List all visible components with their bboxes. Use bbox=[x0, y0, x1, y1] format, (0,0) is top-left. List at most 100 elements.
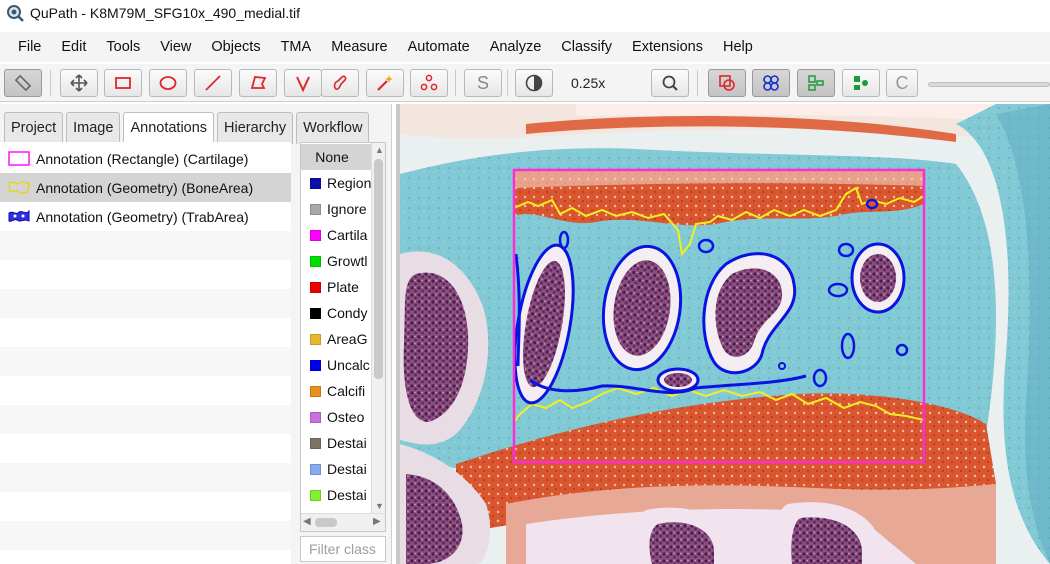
scroll-thumb[interactable] bbox=[315, 518, 337, 527]
zoom-to-fit-button[interactable] bbox=[651, 69, 689, 97]
class-item[interactable]: AreaG bbox=[301, 326, 371, 352]
annotation-label: Annotation (Rectangle) (Cartilage) bbox=[36, 150, 249, 167]
analysis-pane-toggle-button[interactable] bbox=[4, 69, 42, 97]
class-item[interactable]: Uncalc bbox=[301, 352, 371, 378]
scroll-right-arrow-icon[interactable]: ▶ bbox=[373, 516, 381, 527]
trab-area-annotation-shape[interactable] bbox=[837, 242, 855, 258]
class-item[interactable]: Condy bbox=[301, 300, 371, 326]
class-item[interactable]: Ignore bbox=[301, 196, 371, 222]
trab-area-annotation-shape[interactable] bbox=[778, 362, 786, 370]
empty-list-row bbox=[0, 434, 291, 463]
class-item[interactable]: Region bbox=[301, 170, 371, 196]
scroll-left-arrow-icon[interactable]: ◀ bbox=[303, 516, 311, 527]
scroll-up-arrow-icon[interactable]: ▲ bbox=[375, 145, 384, 155]
polyline-tool-button[interactable] bbox=[284, 69, 322, 97]
selection-mode-button[interactable]: S bbox=[464, 69, 502, 97]
ellipse-tool-button[interactable] bbox=[149, 69, 187, 97]
points-tool-button[interactable] bbox=[410, 69, 448, 97]
magic-wand-icon bbox=[377, 75, 393, 91]
class-item[interactable]: Growtl bbox=[301, 248, 371, 274]
class-color-swatch bbox=[310, 385, 321, 397]
tab-image[interactable]: Image bbox=[66, 112, 121, 144]
menu-edit[interactable]: Edit bbox=[61, 39, 87, 55]
trab-area-annotation-shape[interactable] bbox=[812, 368, 828, 388]
annotation-row-trabarea[interactable]: Annotation (Geometry) (TrabArea) bbox=[0, 202, 291, 231]
wand-tool-button[interactable] bbox=[366, 69, 404, 97]
rectangle-outline-icon bbox=[8, 151, 30, 166]
tab-annotations[interactable]: Annotations bbox=[123, 112, 215, 144]
tab-project[interactable]: Project bbox=[4, 112, 64, 144]
class-item[interactable]: Osteo bbox=[301, 404, 371, 430]
menu-tools[interactable]: Tools bbox=[106, 39, 141, 55]
image-viewer[interactable] bbox=[396, 104, 1050, 564]
menu-file[interactable]: File bbox=[18, 39, 42, 55]
class-item[interactable]: Calcifi bbox=[301, 378, 371, 404]
scroll-thumb[interactable] bbox=[374, 159, 383, 379]
tab-hierarchy[interactable]: Hierarchy bbox=[217, 112, 294, 144]
show-counts-button[interactable]: C bbox=[886, 69, 918, 97]
trab-area-annotation-shape[interactable] bbox=[529, 374, 807, 395]
menu-measure[interactable]: Measure bbox=[331, 39, 388, 55]
class-label: Plate bbox=[327, 279, 359, 295]
menu-classify[interactable]: Classify bbox=[561, 39, 613, 55]
menu-objects[interactable]: Objects bbox=[211, 39, 261, 55]
trab-area-annotation-shape[interactable] bbox=[558, 230, 570, 250]
empty-list-row bbox=[0, 318, 291, 347]
toolbar-separator bbox=[455, 70, 456, 96]
move-tool-button[interactable] bbox=[60, 69, 98, 97]
trab-area-annotation-shape[interactable] bbox=[827, 282, 849, 298]
menu-tma[interactable]: TMA bbox=[280, 39, 312, 55]
trab-area-annotation-shape[interactable] bbox=[865, 198, 879, 210]
menu-analyze[interactable]: Analyze bbox=[489, 39, 542, 55]
class-color-swatch bbox=[310, 255, 321, 267]
fill-detections-button[interactable] bbox=[842, 69, 880, 97]
annotation-row-cartilage[interactable]: Annotation (Rectangle) (Cartilage) bbox=[0, 144, 291, 173]
menu-extensions[interactable]: Extensions bbox=[632, 39, 703, 55]
trab-area-annotation-shape[interactable] bbox=[850, 242, 906, 314]
class-item[interactable]: Plate bbox=[301, 274, 371, 300]
class-item[interactable]: Destai bbox=[301, 482, 371, 508]
trab-area-annotation-shape[interactable] bbox=[514, 253, 521, 367]
class-label: Condy bbox=[327, 305, 368, 321]
menu-view[interactable]: View bbox=[160, 39, 192, 55]
class-item[interactable]: Destai bbox=[301, 456, 371, 482]
bone-area-annotation-shape[interactable] bbox=[513, 186, 925, 425]
class-item[interactable]: Destai bbox=[301, 430, 371, 456]
trab-area-annotation-shape[interactable] bbox=[596, 241, 689, 374]
trab-area-annotation-shape[interactable] bbox=[702, 252, 797, 375]
class-label: Uncalc bbox=[327, 357, 370, 373]
trabecular-geometry-icon bbox=[8, 209, 30, 222]
rectangle-tool-button[interactable] bbox=[104, 69, 142, 97]
brush-tool-button[interactable] bbox=[321, 69, 359, 97]
cartilage-annotation-rectangle[interactable] bbox=[512, 168, 926, 464]
class-item-none[interactable]: None bbox=[301, 144, 371, 170]
show-annotations-button[interactable] bbox=[708, 69, 746, 97]
menu-help[interactable]: Help bbox=[722, 39, 753, 55]
menu-automate[interactable]: Automate bbox=[407, 39, 470, 55]
tab-workflow[interactable]: Workflow bbox=[296, 112, 370, 144]
annotation-list[interactable]: Annotation (Rectangle) (Cartilage) Annot… bbox=[0, 142, 291, 564]
trab-area-annotation-shape[interactable] bbox=[697, 238, 715, 254]
class-color-swatch bbox=[310, 489, 321, 501]
trab-area-annotation-shape[interactable] bbox=[840, 332, 856, 360]
class-list-horizontal-scrollbar[interactable]: ◀ ▶ bbox=[301, 513, 385, 531]
title-bar: QuPath - K8M79M_SFG10x_490_medial.tif bbox=[0, 0, 1050, 26]
class-filter-input[interactable] bbox=[300, 536, 386, 562]
trab-area-annotation-shape[interactable] bbox=[895, 343, 909, 357]
class-list-vertical-scrollbar[interactable]: ▲ ▼ bbox=[371, 143, 385, 515]
annotation-row-bonearea[interactable]: Annotation (Geometry) (BoneArea) bbox=[0, 173, 291, 202]
detections-icon bbox=[808, 75, 824, 91]
toolbar: S 0.25x C bbox=[0, 64, 1050, 102]
show-detections-button[interactable] bbox=[797, 69, 835, 97]
empty-list-row bbox=[0, 463, 291, 492]
tma-grid-icon bbox=[763, 75, 779, 91]
class-list[interactable]: None Region Ignore Cartila Growtl Plate … bbox=[300, 142, 386, 532]
scroll-down-arrow-icon[interactable]: ▼ bbox=[375, 501, 384, 511]
opacity-slider[interactable] bbox=[928, 82, 1050, 87]
polygon-tool-button[interactable] bbox=[239, 69, 277, 97]
class-item[interactable]: Cartila bbox=[301, 222, 371, 248]
class-color-swatch bbox=[310, 437, 321, 449]
line-tool-button[interactable] bbox=[194, 69, 232, 97]
brightness-contrast-button[interactable] bbox=[515, 69, 553, 97]
show-tma-grid-button[interactable] bbox=[752, 69, 790, 97]
